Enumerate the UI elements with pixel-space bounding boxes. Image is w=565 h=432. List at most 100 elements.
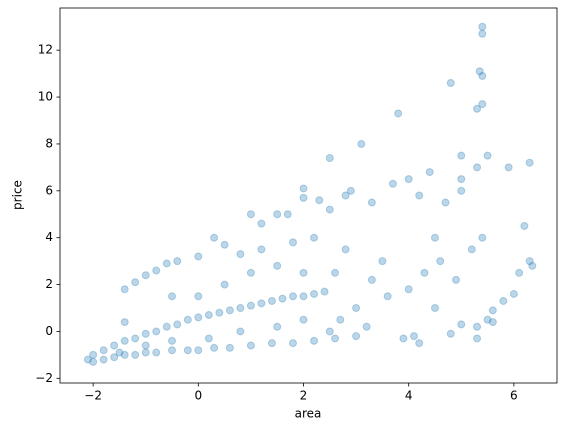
point [488,306,497,315]
point [457,151,466,160]
point [299,268,308,277]
point [404,175,413,184]
x-tick-label: −2 [84,389,102,403]
point [120,336,129,345]
point [336,315,345,324]
point [215,308,224,317]
point [310,233,319,242]
point [131,278,140,287]
point [457,320,466,329]
point [246,210,255,219]
point [320,287,329,296]
point [204,334,213,343]
point [141,348,150,357]
point [120,350,129,359]
point [415,339,424,348]
point [331,268,340,277]
point [236,304,245,312]
point [288,238,297,247]
point [267,339,276,348]
x-tick-label: 4 [405,389,413,403]
point [194,252,203,261]
point [236,250,245,259]
point [162,259,171,268]
point [299,315,308,324]
point [352,304,361,312]
point [141,341,150,350]
point [525,158,534,167]
point [120,318,129,327]
point [225,306,234,315]
point [515,268,524,277]
point [288,292,297,301]
point [478,71,487,80]
x-tick-label: 6 [510,389,518,403]
point [357,139,366,148]
point [457,175,466,184]
point [283,210,292,219]
x-tick-label: 2 [300,389,308,403]
point [83,355,92,364]
point [509,289,518,298]
point [425,168,434,177]
point [367,275,376,284]
point [162,322,171,331]
y-tick-label: −2 [35,371,53,385]
y-tick-label: 10 [38,90,53,104]
point [341,191,350,200]
point [473,334,482,343]
point [325,327,334,336]
point [273,261,282,270]
point [378,257,387,266]
point [299,184,308,193]
point [394,109,403,118]
point [120,285,129,294]
point [141,271,150,280]
point [457,186,466,195]
point [346,186,355,195]
point [473,163,482,172]
point [362,322,371,331]
point [267,296,276,305]
point [388,179,397,188]
point [273,210,282,219]
point [152,266,161,275]
point [210,343,219,352]
point [278,294,287,303]
y-tick-label: 4 [45,230,53,244]
point [446,79,455,87]
point [520,221,529,230]
point [478,29,487,38]
point [152,348,161,357]
point [115,348,124,357]
point [430,304,439,312]
point [409,332,418,341]
point [310,336,319,345]
point [89,350,98,359]
point [99,346,108,355]
point [173,320,182,329]
point [475,67,484,76]
point [310,289,319,298]
point [236,327,245,336]
point [152,327,161,336]
point [194,292,203,301]
point [478,22,487,31]
point [110,341,119,350]
point [246,268,255,277]
point [404,285,413,294]
point [225,343,234,352]
point [420,268,429,277]
point [246,301,255,310]
point [331,334,340,343]
point [131,350,140,359]
y-tick-label: 0 [45,324,53,338]
point [383,292,392,301]
point [220,240,229,249]
point [168,292,177,301]
point [525,257,534,266]
y-axis-label: price [11,180,25,210]
point [483,151,492,160]
point [257,245,266,254]
point [488,318,497,327]
